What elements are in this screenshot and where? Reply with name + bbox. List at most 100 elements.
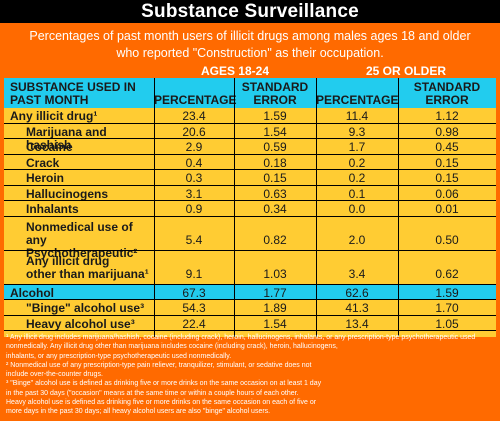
row-label: Crack	[26, 156, 152, 170]
percentage-25-older-cell: 41.3	[345, 301, 369, 315]
std-error-18-24-cell: 1.77	[263, 285, 287, 300]
std-error-25-older-cell: 0.01	[435, 202, 459, 216]
column-header-substance: SUBSTANCE USED IN PAST MONTH	[10, 78, 154, 108]
row-label-line-1: Nonmedical use of any	[26, 219, 133, 247]
percentage-25-older-cell: 2.0	[348, 232, 366, 247]
std-error-25-older-cell: 1.59	[435, 285, 459, 300]
std-error-18-24-cell: 1.54	[263, 316, 287, 331]
row-divider	[4, 314, 496, 316]
row-divider	[4, 299, 496, 300]
column-header-row: SUBSTANCE USED IN PAST MONTH PERCENTAGE …	[4, 78, 496, 108]
column-header-std-error-a: STANDARD ERROR	[234, 78, 316, 108]
row-label-line-1: Cocaine	[26, 140, 73, 154]
percentage-25-older-cell: 62.6	[345, 285, 369, 300]
column-header-std-error-b: STANDARD ERROR	[398, 78, 496, 108]
row-divider	[4, 184, 496, 186]
table-row: Alcohol 67.3 1.77 62.6 1.59	[4, 284, 496, 300]
row-label: Any illicit drug other than marijuana¹	[26, 254, 152, 281]
row-divider	[4, 169, 496, 170]
column-header-substance-line-2: PAST MONTH	[10, 93, 89, 107]
group-header-25-older: 25 OR OLDER	[365, 64, 446, 78]
row-label-line-2: Psychotherapeutic²	[26, 245, 138, 260]
page-title: Substance Surveillance	[141, 1, 359, 22]
std-error-25-older-cell: 0.15	[435, 155, 459, 170]
row-label: Any illicit drug¹	[10, 110, 152, 123]
column-header-percentage-b: PERCENTAGE	[316, 93, 399, 107]
column-divider	[154, 78, 155, 337]
column-header-std-error-b-line-1: STANDARD	[413, 80, 481, 94]
percentage-18-24-cell: 9.1	[185, 266, 203, 281]
row-label-line-1: Marijuana and hashish	[26, 124, 107, 152]
percentage-18-24-cell: 67.3	[182, 285, 206, 300]
row-divider	[4, 122, 496, 124]
row-divider	[4, 249, 496, 251]
percentage-25-older-cell: 1.7	[348, 140, 366, 154]
row-divider	[4, 153, 496, 155]
table-row: Heroin 0.3 0.15 0.2 0.15	[4, 170, 496, 186]
std-error-25-older-cell: 0.15	[435, 171, 459, 185]
percentage-25-older-cell: 9.3	[348, 124, 366, 139]
column-header-percentage-a: PERCENTAGE	[154, 93, 237, 107]
group-header-row: AGES 18-24 25 OR OLDER	[4, 65, 496, 78]
std-error-18-24-cell: 0.59	[263, 140, 287, 154]
title-bar: Substance Surveillance	[0, 0, 500, 23]
row-label: Heavy alcohol use³	[26, 317, 152, 331]
std-error-18-24-cell: 0.63	[263, 186, 287, 201]
row-divider	[4, 215, 496, 217]
column-header-std-error-b-line-2: ERROR	[425, 93, 469, 107]
percentage-25-older-cell: 0.0	[348, 202, 366, 216]
table-row: Cocaine 2.9 0.59 1.7 0.45	[4, 139, 496, 155]
std-error-25-older-cell: 0.06	[435, 186, 459, 201]
std-error-25-older-cell: 1.70	[435, 301, 459, 315]
std-error-25-older-cell: 1.12	[435, 109, 459, 123]
std-error-25-older-cell: 0.98	[435, 124, 459, 139]
std-error-18-24-cell: 0.18	[263, 155, 287, 170]
percentage-18-24-cell: 0.3	[185, 171, 203, 185]
row-label-line-1: Inhalants	[26, 202, 79, 216]
percentage-18-24-cell: 3.1	[185, 186, 203, 201]
table-row: Marijuana and hashish 20.6 1.54 9.3 0.98	[4, 124, 496, 151]
table-row: Heavy alcohol use³ 22.4 1.54 13.4 1.05	[4, 316, 496, 332]
percentage-25-older-cell: 13.4	[345, 316, 369, 331]
percentage-25-older-cell: 3.4	[348, 266, 366, 281]
std-error-18-24-cell: 0.15	[263, 171, 287, 185]
group-header-ages-18-24: AGES 18-24	[200, 64, 270, 78]
footnote-line: include over-the-counter drugs.	[6, 371, 103, 379]
row-label: Hallucinogens	[26, 187, 152, 201]
subtitle-line-1: Percentages of past month users of illic…	[29, 29, 471, 43]
table-row: Inhalants 0.9 0.34 0.0 0.01	[4, 201, 496, 217]
std-error-25-older-cell: 0.62	[435, 266, 459, 281]
subtitle: Percentages of past month users of illic…	[0, 23, 500, 65]
std-error-18-24-cell: 0.34	[263, 202, 287, 216]
std-error-25-older-cell: 0.45	[435, 140, 459, 154]
column-header-std-error-a-line-2: ERROR	[253, 93, 297, 107]
percentage-18-24-cell: 2.9	[185, 140, 203, 154]
footnote-line: ¹ Any illicit drug includes marijuana/ha…	[6, 334, 476, 341]
std-error-18-24-cell: 0.82	[263, 232, 287, 247]
row-label: Nonmedical use of any Psychotherapeutic²	[26, 219, 152, 260]
footnotes: ¹ Any illicit drug includes marijuana/ha…	[4, 329, 496, 419]
row-label-line-2: other than marijuana¹	[26, 266, 149, 281]
std-error-25-older-cell: 0.50	[435, 232, 459, 247]
footnote-line: more days in the past 30 days; all heavy…	[6, 408, 271, 416]
footnote-line: inhalants, or any prescription-type psyc…	[6, 352, 232, 360]
row-label-line-1: Alcohol	[10, 285, 54, 300]
row-label: "Binge" alcohol use³	[26, 302, 152, 315]
column-divider	[234, 78, 235, 337]
footnote-line: ² Nonmedical use of any prescription-typ…	[6, 361, 312, 369]
column-divider	[316, 78, 317, 337]
data-table: AGES 18-24 25 OR OLDER SUBSTANCE USED IN…	[4, 65, 496, 337]
footnote-line: Heavy alcohol use is defined as drinking…	[6, 399, 317, 407]
row-label: Heroin	[26, 172, 152, 185]
footnote-line: ³ "Binge" alcohol use is defined as drin…	[6, 380, 322, 388]
percentage-18-24-cell: 22.4	[182, 316, 206, 331]
row-label-line-1: Heroin	[26, 171, 65, 185]
table-row: Hallucinogens 3.1 0.63 0.1 0.06	[4, 186, 496, 202]
percentage-18-24-cell: 0.4	[185, 155, 203, 170]
row-divider	[4, 330, 496, 331]
row-label-line-1: "Binge" alcohol use³	[26, 301, 145, 315]
row-divider	[4, 138, 496, 139]
percentage-18-24-cell: 5.4	[185, 232, 203, 247]
column-header-substance-line-1: SUBSTANCE USED IN	[10, 80, 136, 94]
std-error-18-24-cell: 1.89	[263, 301, 287, 315]
